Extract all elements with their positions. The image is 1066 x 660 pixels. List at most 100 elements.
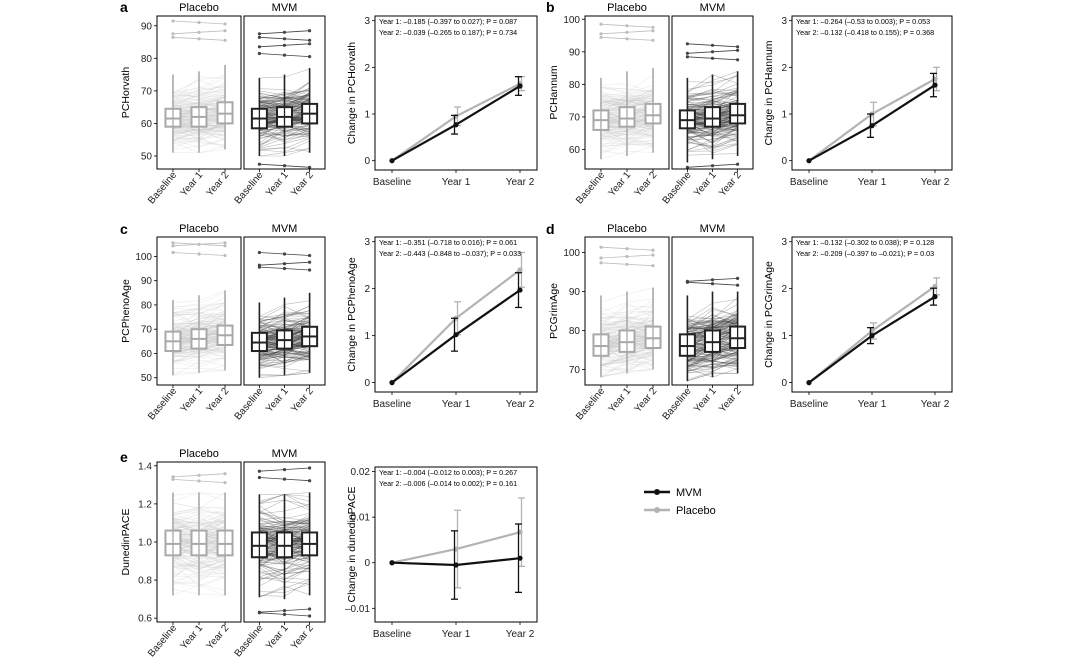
box-xtick: Baseline <box>661 170 694 207</box>
y-tick-label: 80 <box>569 80 581 91</box>
panel-letter-c: c <box>120 221 128 237</box>
outlier-point <box>257 263 261 267</box>
outlier-point <box>599 35 603 39</box>
line-ylabel: Change in PCPhenoAge <box>346 257 358 372</box>
outlier-point <box>308 55 312 59</box>
legend-placebo-label: Placebo <box>676 505 716 517</box>
outlier-point <box>282 612 287 617</box>
outlier-point <box>651 253 655 257</box>
outlier-point <box>197 242 201 246</box>
series-point-mvm <box>517 83 523 89</box>
y-tick-label: 3 <box>781 16 787 27</box>
outlier-point <box>282 266 287 271</box>
box-xtick: Baseline <box>146 170 179 207</box>
y-tick-label: 70 <box>141 325 153 336</box>
outlier-point <box>736 48 740 52</box>
outlier-point <box>625 37 629 41</box>
outlier-point <box>685 51 690 55</box>
mvm-frame <box>243 461 326 623</box>
outlier-point <box>308 38 312 42</box>
placebo-spaghetti: Baseline Year 1 Year 2 Placebo <box>146 448 242 660</box>
x-tick-label: Year 2 <box>506 399 535 410</box>
outlier-point <box>651 248 655 252</box>
outlier-point <box>308 268 312 272</box>
mvm-frame <box>671 236 754 386</box>
outlier-point <box>736 283 740 287</box>
y-tick-label: 1 <box>364 110 370 121</box>
series-point-mvm <box>932 82 938 88</box>
y-tick-label: 60 <box>141 119 153 130</box>
box-xtick: Year 1 <box>692 386 719 415</box>
outlier-point <box>257 32 261 36</box>
outlier-point <box>599 261 603 265</box>
y-tick-label: 0 <box>781 378 787 389</box>
panel-letter-b: b <box>546 0 555 15</box>
box-xtick: Baseline <box>233 386 266 423</box>
stat-annotation: Year 1: –0.351 (–0.718 to 0.016); P = 0.… <box>379 238 517 247</box>
box-ylabel: PCGrimAge <box>548 283 560 339</box>
placebo-spaghetti: Baseline Year 1 Year 2 Placebo <box>146 2 242 207</box>
x-tick-label: Year 2 <box>921 399 950 410</box>
outlier-point <box>197 37 201 41</box>
y-tick-label: 50 <box>141 151 153 162</box>
series-point-mvm <box>453 122 459 128</box>
outlier-point <box>257 35 261 39</box>
series-point-mvm <box>453 562 459 568</box>
y-tick-label: 70 <box>569 112 581 123</box>
x-tick-label: Year 1 <box>858 399 887 410</box>
stat-annotation: Year 2: –0.006 (–0.014 to 0.002); P = 0.… <box>379 479 517 488</box>
x-tick-label: Baseline <box>790 399 829 410</box>
x-tick-label: Year 1 <box>858 177 887 188</box>
mvm-frame <box>671 15 754 170</box>
line-chart-frame <box>791 15 953 171</box>
outlier-point <box>710 282 715 286</box>
legend-placebo-marker <box>654 507 660 513</box>
placebo-group-title: Placebo <box>179 2 219 14</box>
outlier-point <box>651 29 655 33</box>
box-xtick: Baseline <box>146 623 179 660</box>
y-tick-label: 1.4 <box>138 461 152 472</box>
box-xtick: Baseline <box>661 386 694 423</box>
panel-letter-a: a <box>120 0 128 15</box>
legend-mvm-label: MVM <box>676 487 702 499</box>
outlier-point <box>308 42 312 46</box>
box-ylabel: DunedinPACE <box>120 509 132 576</box>
outlier-point <box>223 253 227 258</box>
outlier-point <box>282 164 287 168</box>
line-chart-d: 0 1 2 3 Baseline Year 1 Year 2 Change in PCGrim… <box>763 236 953 410</box>
box-xtick: Year 1 <box>264 386 291 415</box>
outlier-point <box>257 45 261 49</box>
box-xtick: Year 2 <box>289 386 316 415</box>
mvm-group-title: MVM <box>272 448 298 460</box>
outlier-point <box>282 262 287 266</box>
outlier-point <box>599 32 603 36</box>
series-line-mvm <box>808 84 936 162</box>
outlier-point <box>599 22 603 26</box>
outlier-point <box>685 165 690 169</box>
outlier-point <box>736 276 740 280</box>
outlier-point <box>308 260 312 264</box>
series-point-mvm <box>517 555 523 561</box>
placebo-group-title: Placebo <box>179 223 219 235</box>
y-tick-label: 1 <box>781 331 787 342</box>
box-ylabel: PCPhenoAge <box>120 279 132 343</box>
outlier-point <box>599 256 603 260</box>
outlier-point <box>308 29 312 33</box>
x-tick-label: Year 2 <box>921 177 950 188</box>
box-xtick: Year 2 <box>205 386 232 415</box>
x-tick-label: Baseline <box>373 177 412 188</box>
y-tick-label: 90 <box>569 47 581 58</box>
box-xtick: Year 2 <box>205 623 232 652</box>
placebo-group-title: Placebo <box>179 448 219 460</box>
y-tick-label: 0 <box>364 378 370 389</box>
box-xtick: Baseline <box>233 623 266 660</box>
outlier-point <box>257 51 261 56</box>
outlier-point <box>197 473 201 477</box>
outlier-point <box>625 30 629 34</box>
outlier-point <box>223 481 227 485</box>
outlier-point <box>223 472 227 476</box>
